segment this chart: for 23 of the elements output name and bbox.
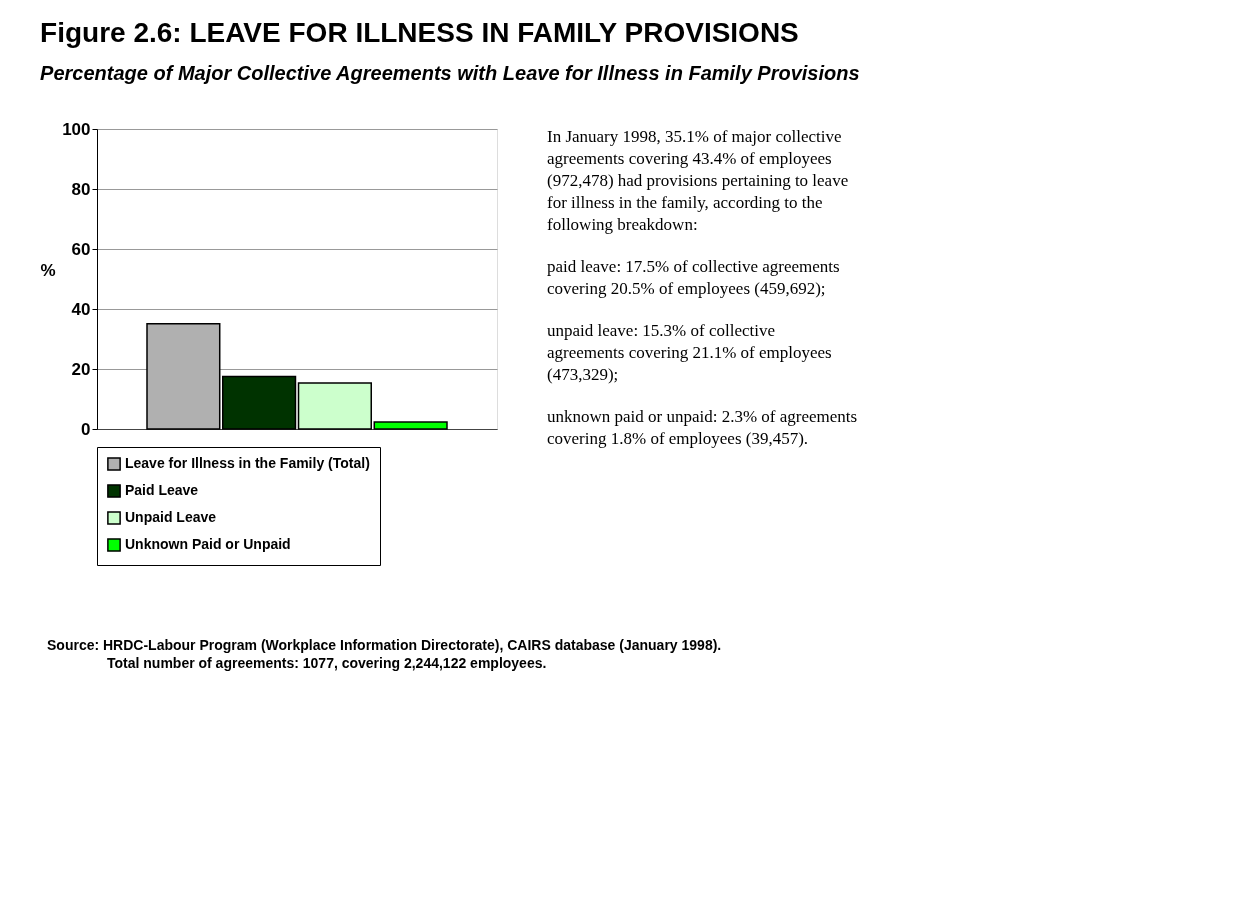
y-axis-title: %	[40, 260, 56, 280]
y-tick-label: 60	[71, 239, 91, 259]
text: In January 1998, 35.1% of major collective agreements covering 43.4% of employees (972,478) had provisions pertaining to leave for illness in the family, according to the following breakdown:	[547, 127, 849, 234]
bar	[297, 382, 372, 430]
y-tick-label: 0	[81, 419, 91, 439]
bar	[146, 322, 221, 430]
y-tick-label: 20	[71, 359, 91, 379]
text: Total number of agreements: 1077, covering 2,244,122 employees.	[107, 655, 547, 671]
legend-label: Unknown Paid or Unpaid	[125, 536, 291, 552]
bar	[373, 421, 448, 430]
text: paid leave: 17.5% of collective agreements covering 20.5% of employees (459,692);	[547, 257, 840, 298]
text: unpaid leave: 15.3% of collective agreements covering 21.1% of employees (473,329);	[547, 321, 832, 384]
bar	[222, 375, 297, 430]
y-tick-label: 80	[71, 179, 91, 199]
y-tick-label: 100	[62, 119, 91, 139]
source-note: Source: HRDC-Labour Program (Workplace Information Directorate), CAIRS database (January 1998).	[47, 637, 722, 653]
legend-label: Paid Leave	[125, 482, 199, 498]
chart-subtitle: Percentage of Major Collective Agreements with Leave for Illness in Family Provisions	[40, 62, 860, 84]
legend-label: Leave for Illness in the Family (Total)	[125, 455, 370, 471]
text: unknown paid or unpaid: 2.3% of agreements covering 1.8% of employees (39,457).	[547, 407, 858, 448]
legend-label: Unpaid Leave	[125, 509, 217, 525]
y-tick-label: 40	[71, 299, 91, 319]
chart-title: Figure 2.6: LEAVE FOR ILLNESS IN FAMILY PROVISIONS	[40, 17, 799, 48]
